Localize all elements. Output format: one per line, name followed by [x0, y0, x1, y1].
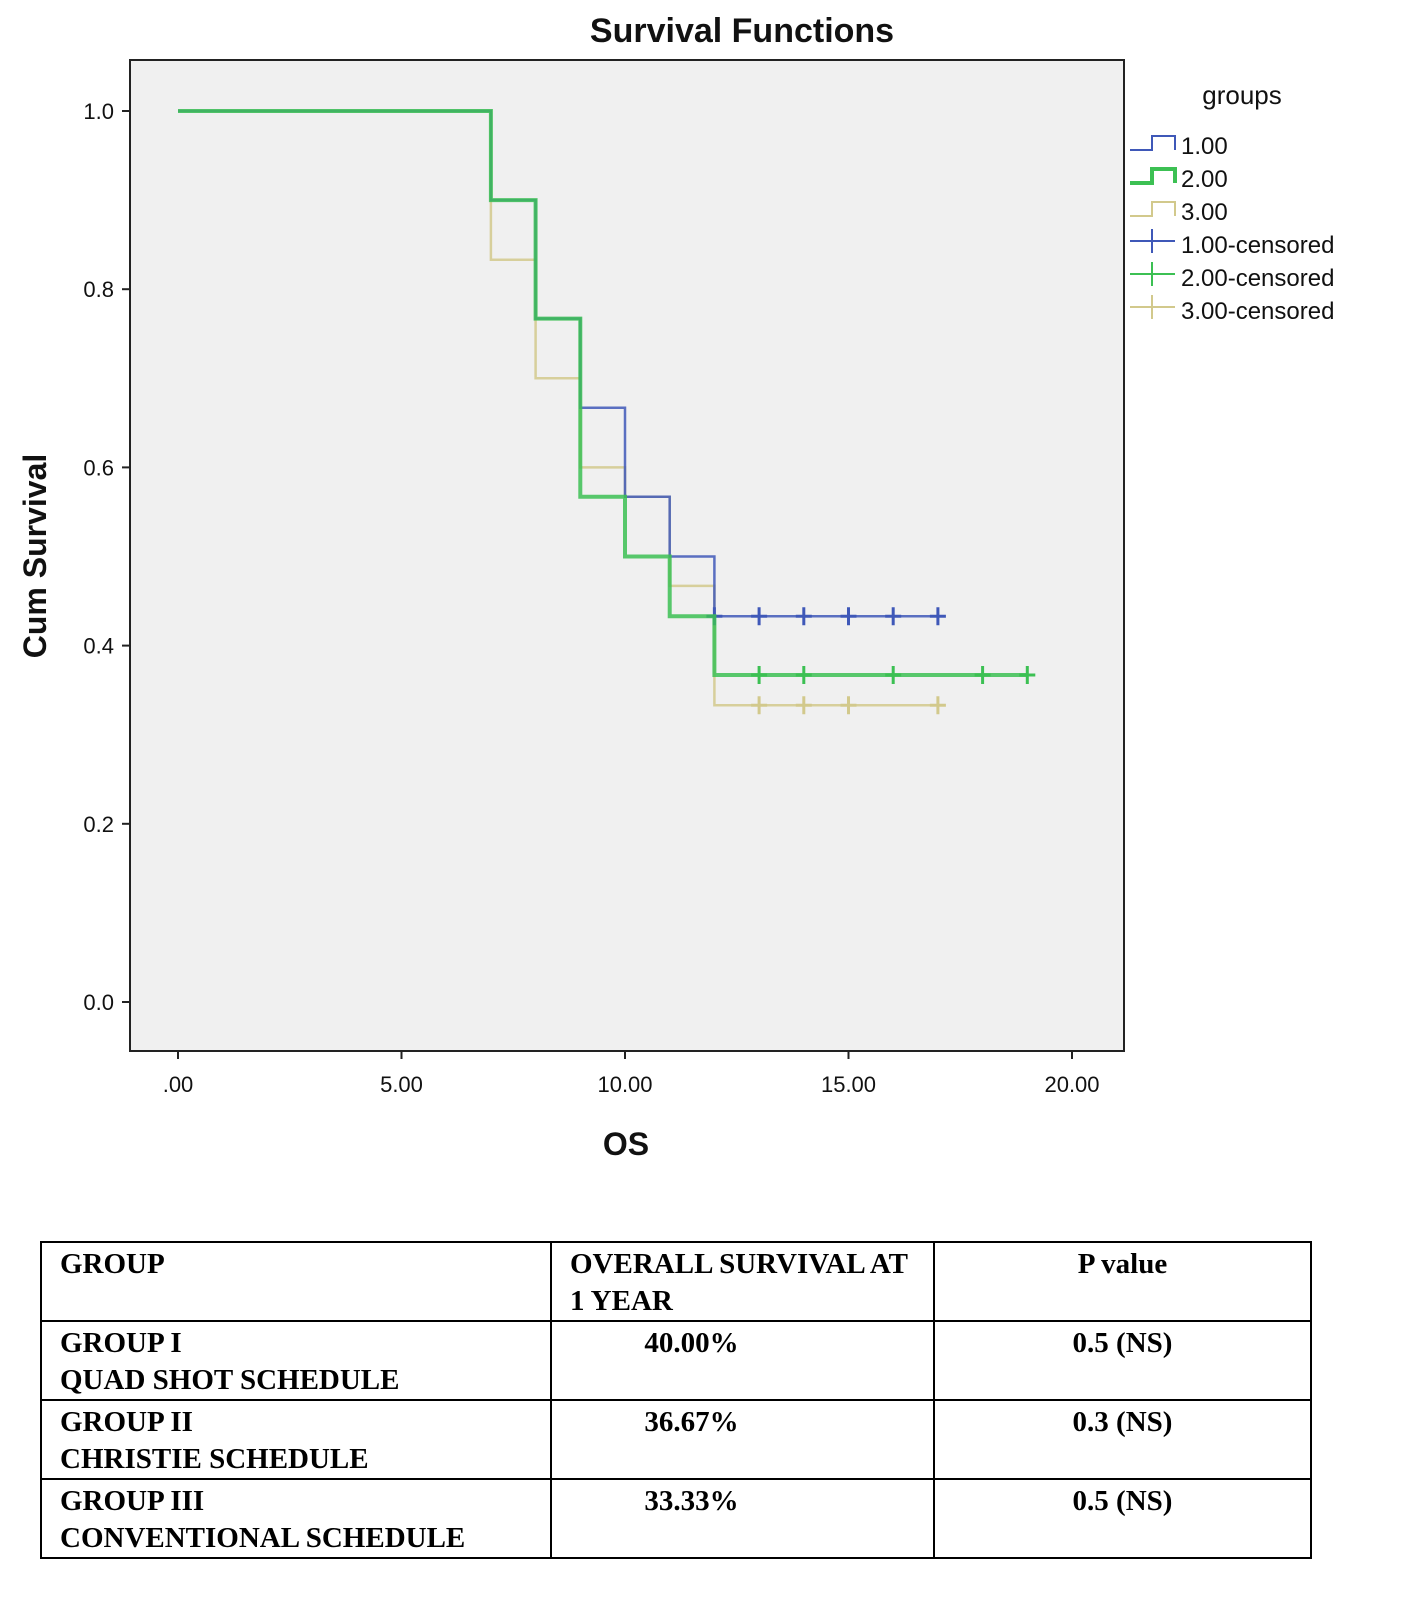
y-tick-label: 0.6 — [83, 455, 114, 480]
legend-title: groups — [1202, 80, 1282, 110]
censor-mark — [1019, 666, 1036, 685]
censor-mark — [751, 666, 768, 685]
y-tick-label: 0.8 — [83, 277, 114, 302]
censor-mark — [929, 607, 946, 626]
group-cell: GROUP II CHRISTIE SCHEDULE — [40, 1399, 552, 1480]
group-name: GROUP III — [60, 1485, 205, 1517]
legend-label: 3.00-censored — [1181, 298, 1334, 325]
group-name: GROUP I — [60, 1327, 182, 1359]
group-name: GROUP II — [60, 1406, 193, 1438]
chart-title: Survival Functions — [590, 12, 894, 50]
table-header-row: GROUP OVERALL SURVIVAL AT 1 YEAR P value — [40, 1241, 1312, 1322]
x-tick-label: .00 — [163, 1072, 194, 1097]
y-tick-label: 0.4 — [83, 634, 114, 659]
survival-curve-3.00 — [178, 109, 938, 707]
censor-mark — [974, 666, 991, 685]
y-axis-label: Cum Survival — [17, 454, 53, 659]
group-cell: GROUP I QUAD SHOT SCHEDULE — [40, 1320, 552, 1401]
header-p-value: P value — [933, 1241, 1312, 1322]
x-tick-label: 20.00 — [1044, 1072, 1099, 1097]
censor-mark — [840, 696, 857, 715]
y-tick-label: 0.0 — [83, 990, 114, 1015]
censor-mark — [795, 696, 812, 715]
legend-censor-swatch-2.00 — [1130, 262, 1175, 286]
censor-mark — [840, 607, 857, 626]
legend-label: 2.00 — [1181, 166, 1228, 193]
table-row: GROUP II CHRISTIE SCHEDULE 36.67% 0.3 (NS… — [40, 1399, 1312, 1480]
p-value-cell: 0.5 (NS) — [933, 1478, 1312, 1559]
group-schedule: CONVENTIONAL SCHEDULE — [60, 1522, 466, 1554]
censor-mark — [885, 607, 902, 626]
table-row: GROUP I QUAD SHOT SCHEDULE 40.00% 0.5 (NS… — [40, 1320, 1312, 1401]
survival-cell: 33.33% — [550, 1478, 935, 1559]
survival-cell: 40.00% — [550, 1320, 935, 1401]
p-value-cell: 0.5 (NS) — [933, 1320, 1312, 1401]
legend-label: 1.00-censored — [1181, 232, 1334, 259]
x-tick-label: 15.00 — [821, 1072, 876, 1097]
legend-label: 3.00 — [1181, 199, 1228, 226]
legend-censor-swatch-3.00 — [1130, 295, 1175, 319]
y-tick-label: 0.2 — [83, 812, 114, 837]
censor-mark — [929, 696, 946, 715]
header-group: GROUP — [40, 1241, 552, 1322]
censor-mark — [751, 607, 768, 626]
group-cell: GROUP III CONVENTIONAL SCHEDULE — [40, 1478, 552, 1559]
survival-table: GROUP OVERALL SURVIVAL AT 1 YEAR P value… — [40, 1241, 1312, 1559]
survival-chart: Survival Functions .00 5.00 10.00 15.00 20.0… — [17, 12, 1334, 1162]
censor-mark — [751, 696, 768, 715]
censor-mark — [795, 666, 812, 685]
group-schedule: CHRISTIE SCHEDULE — [60, 1443, 369, 1475]
censor-mark — [795, 607, 812, 626]
censor-mark — [885, 666, 902, 685]
legend-swatch-2.00 — [1130, 167, 1177, 185]
y-tick-label: 1.0 — [83, 99, 114, 124]
legend-label: 1.00 — [1181, 133, 1228, 160]
legend-swatch-3.00 — [1130, 201, 1176, 217]
survival-cell: 36.67% — [550, 1399, 935, 1480]
x-axis-label: OS — [603, 1126, 649, 1162]
header-survival: OVERALL SURVIVAL AT 1 YEAR — [550, 1241, 935, 1322]
group-schedule: QUAD SHOT SCHEDULE — [60, 1364, 400, 1396]
survival-curve-2.00 — [178, 109, 1028, 678]
legend-swatch-1.00 — [1130, 135, 1176, 151]
legend-censor-swatch-1.00 — [1130, 229, 1175, 253]
legend: 1.00 2.00 3.00 1.00-censored 2.00-censored 3.… — [1130, 133, 1334, 325]
x-tick-label: 10.00 — [597, 1072, 652, 1097]
table-row: GROUP III CONVENTIONAL SCHEDULE 33.33% 0.… — [40, 1478, 1312, 1559]
p-value-cell: 0.3 (NS) — [933, 1399, 1312, 1480]
legend-label: 2.00-censored — [1181, 265, 1334, 292]
x-tick-label: 5.00 — [380, 1072, 423, 1097]
